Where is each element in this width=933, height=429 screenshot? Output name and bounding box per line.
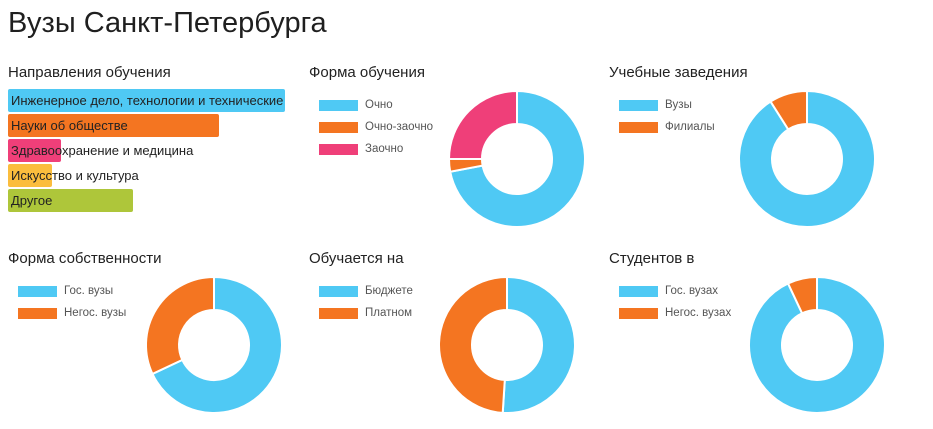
- ownership-donut: [145, 275, 283, 414]
- bar: [8, 189, 133, 212]
- legend-swatch: [619, 121, 658, 133]
- students-donut: [748, 275, 886, 414]
- legend-swatch: [319, 121, 358, 133]
- legend-label: Бюджете: [365, 285, 413, 297]
- donut-slice: [748, 275, 886, 414]
- bar: [8, 139, 61, 162]
- institutions-legend: Вузы Филиалы: [619, 94, 715, 138]
- legend-item: Негос. вузах: [619, 302, 731, 324]
- funding-donut: [438, 275, 576, 414]
- study-form-title: Форма обучения: [309, 64, 425, 81]
- donut-slice: [769, 89, 808, 131]
- legend-label: Платном: [365, 307, 413, 319]
- funding-legend: Бюджете Платном: [319, 280, 413, 324]
- donut-slice: [738, 89, 876, 228]
- legend-label: Негос. вузах: [665, 307, 732, 319]
- bar-label: Искусство и культура: [11, 168, 139, 183]
- legend-swatch: [18, 285, 57, 297]
- bar: [8, 114, 219, 137]
- funding-panel: Обучается на Бюджете Платном: [309, 250, 599, 420]
- bar: [8, 89, 285, 112]
- legend-item: Бюджете: [319, 280, 413, 302]
- directions-panel: Направления обучения Инженерное дело, те…: [8, 64, 298, 224]
- legend-swatch: [18, 307, 57, 319]
- legend-swatch: [319, 99, 358, 111]
- funding-title: Обучается на: [309, 250, 404, 267]
- students-panel: Студентов в Гос. вузах Негос. вузах: [609, 250, 899, 420]
- bar-label: Другое: [11, 193, 53, 208]
- directions-title: Направления обучения: [8, 64, 171, 81]
- legend-label: Филиалы: [665, 121, 715, 133]
- donut-slice: [449, 89, 586, 228]
- donut-slice: [786, 275, 818, 315]
- bar-label: Здравоохранение и медицина: [11, 143, 194, 158]
- bar-label: Инженерное дело, технологии и технически…: [11, 93, 287, 108]
- ownership-title: Форма собственности: [8, 250, 162, 267]
- legend-item: Очно-заочно: [319, 116, 433, 138]
- institutions-panel: Учебные заведения Вузы Филиалы: [609, 64, 899, 228]
- page-title: Вузы Санкт-Петербурга: [8, 7, 327, 39]
- institutions-title: Учебные заведения: [609, 64, 748, 81]
- legend-item: Вузы: [619, 94, 715, 116]
- donut-slice: [151, 275, 283, 414]
- students-title: Студентов в: [609, 250, 695, 267]
- institutions-donut: [738, 89, 876, 228]
- study-form-legend: Очно Очно-заочно Заочно: [319, 94, 433, 160]
- legend-label: Гос. вузах: [665, 285, 719, 297]
- legend-item: Гос. вузах: [619, 280, 731, 302]
- legend-item: Очно: [319, 94, 433, 116]
- legend-item: Платном: [319, 302, 413, 324]
- ownership-panel: Форма собственности Гос. вузы Негос. вузы: [8, 250, 298, 420]
- legend-item: Заочно: [319, 138, 433, 160]
- legend-label: Заочно: [365, 143, 404, 155]
- legend-swatch: [319, 307, 358, 319]
- legend-swatch: [319, 285, 358, 297]
- legend-swatch: [319, 143, 358, 155]
- donut-slice: [501, 275, 576, 414]
- study-form-donut: [447, 89, 586, 228]
- bar: [8, 164, 53, 187]
- study-form-panel: Форма обучения Очно Очно-заочно Заочно: [309, 64, 599, 228]
- legend-label: Гос. вузы: [64, 285, 114, 297]
- donut-slice: [438, 275, 508, 414]
- bar-label: Науки об обществе: [11, 118, 128, 133]
- legend-label: Очно-заочно: [365, 121, 434, 133]
- legend-item: Гос. вузы: [18, 280, 126, 302]
- legend-swatch: [619, 307, 658, 319]
- legend-swatch: [619, 285, 658, 297]
- donut-slice: [145, 275, 215, 376]
- students-legend: Гос. вузах Негос. вузах: [619, 280, 731, 324]
- legend-label: Очно: [365, 99, 393, 111]
- legend-swatch: [619, 99, 658, 111]
- ownership-legend: Гос. вузы Негос. вузы: [18, 280, 126, 324]
- legend-label: Вузы: [665, 99, 692, 111]
- donut-slice: [447, 89, 518, 160]
- legend-item: Негос. вузы: [18, 302, 126, 324]
- legend-item: Филиалы: [619, 116, 715, 138]
- legend-label: Негос. вузы: [64, 307, 127, 319]
